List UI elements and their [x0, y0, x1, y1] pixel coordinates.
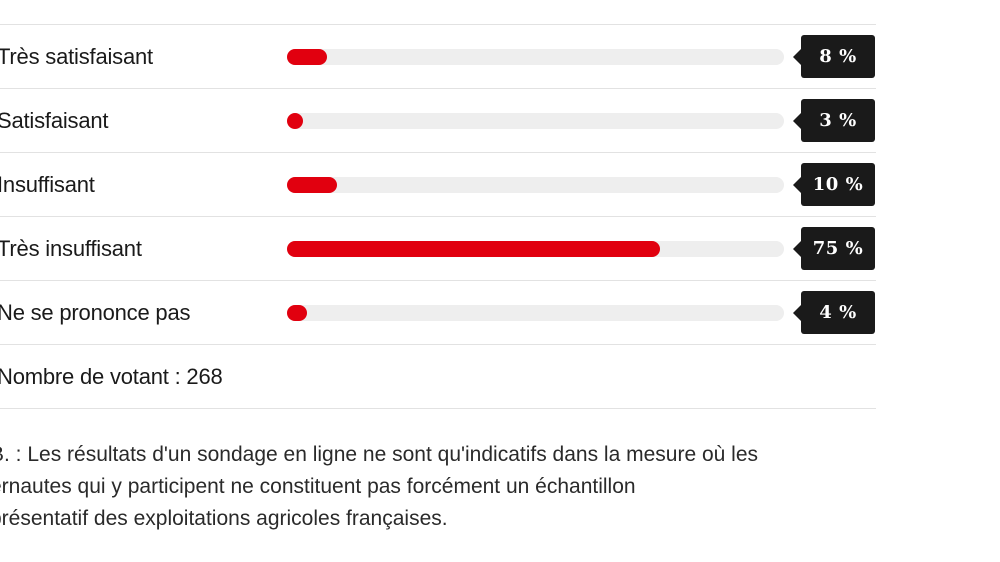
poll-results: Très satisfaisant 8 % Satisfaisant 3 % Insuf… — [0, 24, 876, 409]
bar-fill — [287, 49, 327, 65]
percent-badge: 10 % — [793, 163, 875, 206]
bar-fill — [287, 305, 307, 321]
poll-row: Très satisfaisant 8 % — [0, 25, 876, 89]
option-label: Satisfaisant — [0, 108, 109, 133]
percent-badge: 8 % — [793, 35, 875, 78]
bar-track — [287, 241, 784, 257]
poll-rows: Très satisfaisant 8 % Satisfaisant 3 % Insuf… — [0, 25, 876, 345]
voter-count-row: Nombre de votant : 268 — [0, 345, 876, 409]
percent-badge: 3 % — [793, 99, 875, 142]
note-line-2: ernautes qui y participent ne constituen… — [0, 475, 636, 498]
bar-track — [287, 305, 784, 321]
bar-fill — [287, 113, 303, 129]
bar-fill — [287, 241, 660, 257]
option-label: Insuffisant — [0, 172, 95, 197]
note-line-3: présentatif des exploitations agricoles … — [0, 507, 448, 530]
percent-badge: 4 % — [793, 291, 875, 334]
percent-badge: 75 % — [793, 227, 875, 270]
bar-track — [287, 49, 784, 65]
option-label: Très insuffisant — [0, 236, 142, 261]
voter-count: Nombre de votant : 268 — [0, 364, 223, 389]
poll-row: Satisfaisant 3 % — [0, 89, 876, 153]
bar-fill — [287, 177, 337, 193]
poll-row: Insuffisant 10 % — [0, 153, 876, 217]
poll-row: Ne se prononce pas 4 % — [0, 281, 876, 345]
top-divider — [0, 24, 876, 25]
bar-track — [287, 177, 784, 193]
poll-row: Très insuffisant 75 % — [0, 217, 876, 281]
option-label: Ne se prononce pas — [0, 300, 191, 325]
note-line-1: B. : Les résultats d'un sondage en ligne… — [0, 443, 758, 466]
bar-track — [287, 113, 784, 129]
disclaimer-note: B. : Les résultats d'un sondage en ligne… — [0, 439, 870, 535]
option-label: Très satisfaisant — [0, 44, 153, 69]
